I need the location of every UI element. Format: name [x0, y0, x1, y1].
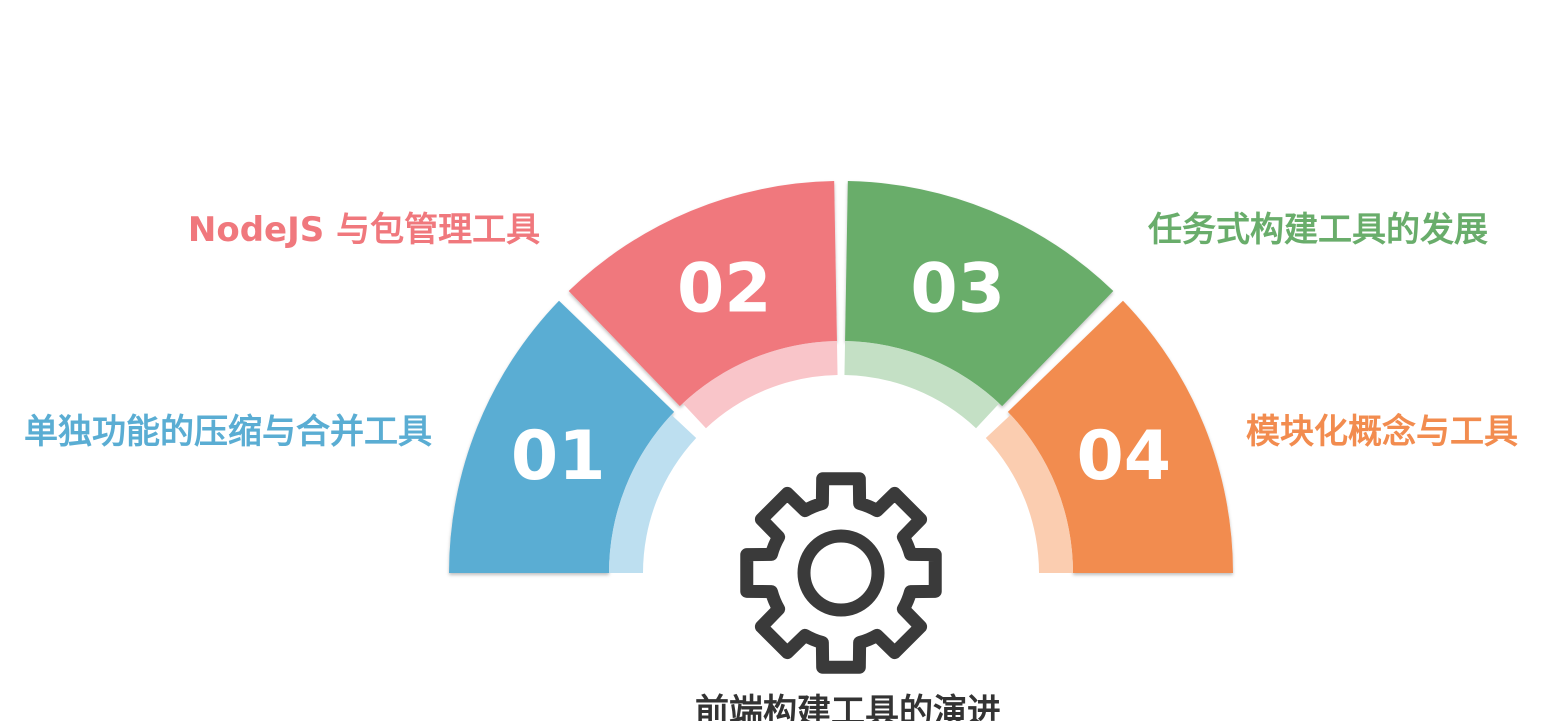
- segment-01-number: 01: [511, 417, 606, 496]
- segment-03-outer-band: [845, 181, 1114, 407]
- segment-02-label: NodeJS 与包管理工具: [188, 210, 540, 250]
- segment-03-label: 任务式构建工具的发展: [1148, 210, 1488, 250]
- segment-01-outer-band: [449, 300, 675, 573]
- segment-04: 04: [985, 300, 1233, 573]
- segment-01-inner-band: [609, 414, 697, 573]
- segment-01: 01: [449, 300, 697, 573]
- segment-02-number: 02: [677, 250, 772, 329]
- segment-01-label: 单独功能的压缩与合并工具: [24, 412, 432, 452]
- segment-02-outer-band: [568, 181, 837, 407]
- center-title: 前端构建工具的演进: [695, 692, 1001, 721]
- segment-03: 03: [844, 181, 1114, 429]
- segment-04-number: 04: [1076, 417, 1171, 496]
- segment-03-inner-band: [844, 341, 1000, 429]
- segment-04-label: 模块化概念与工具: [1246, 412, 1518, 452]
- segment-02-inner-band: [682, 341, 838, 429]
- segment-03-number: 03: [910, 250, 1005, 329]
- gear-icon: [740, 472, 942, 674]
- segment-04-outer-band: [1007, 300, 1233, 573]
- segment-04-inner-band: [985, 414, 1073, 573]
- segment-02: 02: [568, 181, 838, 429]
